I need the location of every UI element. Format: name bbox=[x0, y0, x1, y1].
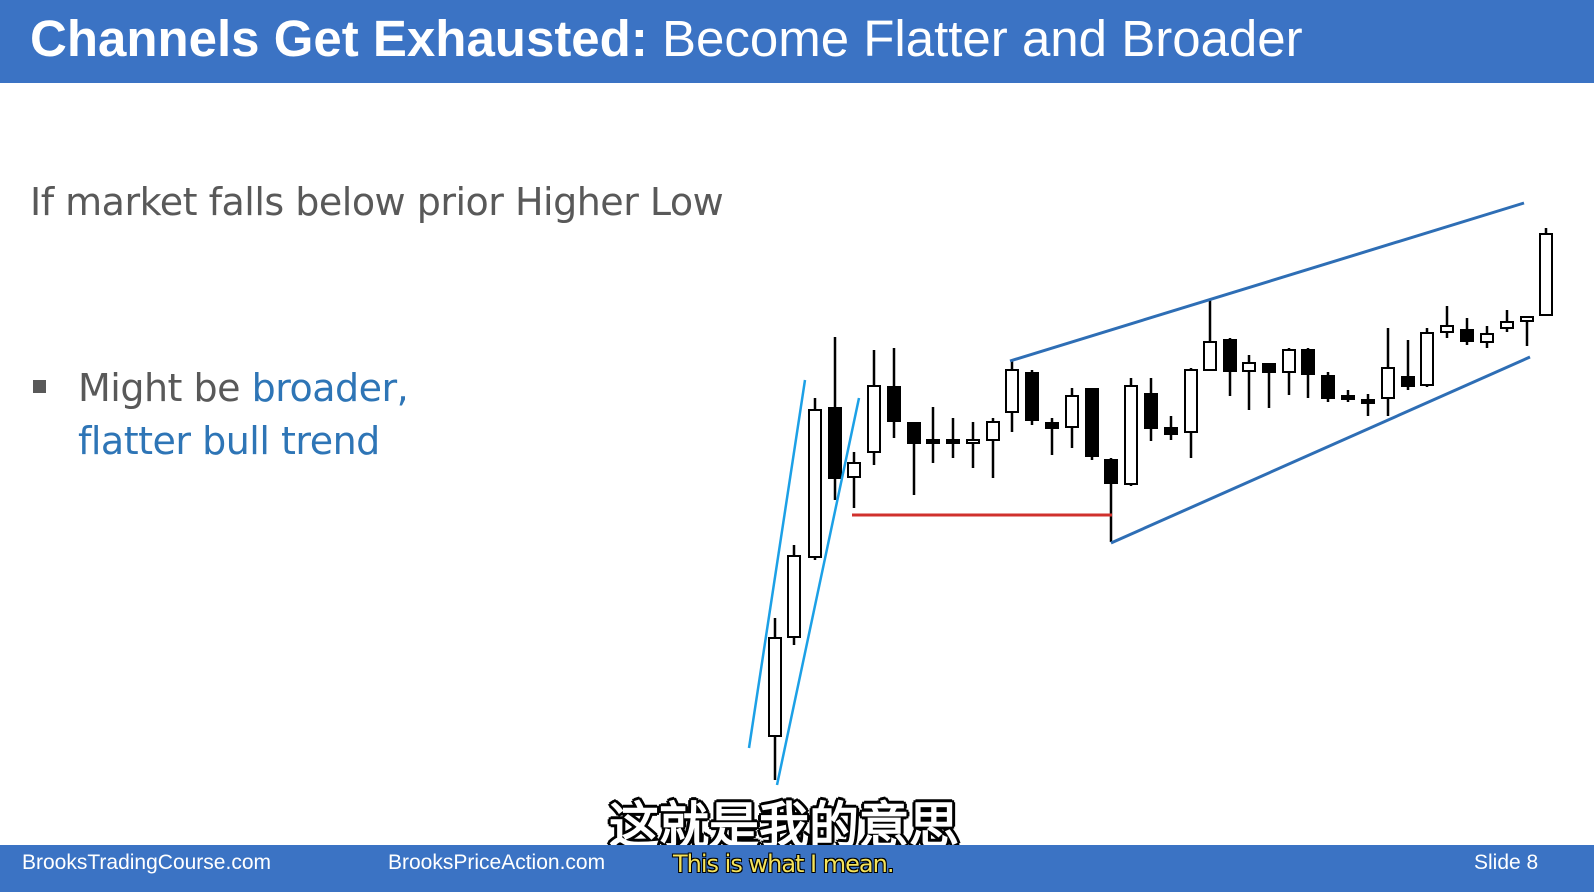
bear-candle-body bbox=[1361, 399, 1375, 404]
bull-candle-body bbox=[1124, 385, 1138, 485]
candles-group bbox=[768, 228, 1553, 780]
bear-candle-body bbox=[1164, 427, 1178, 435]
bullet-square-icon bbox=[33, 380, 46, 393]
title-bar: Channels Get Exhausted: Become Flatter a… bbox=[0, 0, 1594, 83]
bull-candle-body bbox=[1065, 395, 1079, 428]
slide-title-bold: Channels Get Exhausted: bbox=[30, 10, 648, 67]
bullet-accent-line2: flatter bull trend bbox=[78, 419, 380, 463]
bear-candle-body bbox=[1321, 375, 1335, 399]
bull-candle-body bbox=[1480, 333, 1494, 343]
bull-candle-body bbox=[1500, 321, 1514, 329]
bull-candle-body bbox=[1184, 369, 1198, 433]
bear-candle-body bbox=[1045, 422, 1059, 429]
bear-candle-body bbox=[1085, 388, 1099, 457]
bear-candle-body bbox=[1144, 393, 1158, 429]
bullet-text: Might be broader, flatter bull trend bbox=[78, 362, 409, 468]
bull-candle-body bbox=[1539, 233, 1553, 316]
bull-candle-body bbox=[1005, 369, 1019, 413]
footer-bar: BrooksTradingCourse.com BrooksPriceActio… bbox=[0, 845, 1594, 892]
bear-candle-body bbox=[1223, 339, 1237, 372]
bull-candle-body bbox=[1520, 316, 1534, 322]
upper-channel-line bbox=[1009, 201, 1525, 363]
subheading: If market falls below prior Higher Low bbox=[30, 180, 724, 224]
bull-candle-body bbox=[1203, 341, 1217, 371]
bear-candle-body bbox=[1025, 372, 1039, 421]
bear-candle-body bbox=[946, 439, 960, 444]
footer-site-price-action[interactable]: BrooksPriceAction.com bbox=[388, 851, 606, 874]
spike-channel-line-right bbox=[775, 397, 861, 786]
bull-candle-body bbox=[986, 421, 1000, 441]
bullet-plain-text: Might be bbox=[78, 366, 252, 410]
bull-candle-body bbox=[867, 385, 881, 453]
slide-title: Channels Get Exhausted: Become Flatter a… bbox=[30, 8, 1303, 70]
subtitle-english: This is what I mean. bbox=[673, 850, 894, 878]
bull-candle-body bbox=[787, 555, 801, 638]
bear-candle-body bbox=[1460, 329, 1474, 342]
bull-candle-body bbox=[768, 637, 782, 737]
bear-candle-body bbox=[828, 407, 842, 479]
bear-candle-body bbox=[1301, 349, 1315, 375]
bear-candle-body bbox=[1104, 459, 1118, 484]
bull-candle-body bbox=[1440, 325, 1454, 333]
bear-candle-body bbox=[1341, 395, 1355, 400]
bull-candle-body bbox=[847, 462, 861, 478]
bull-candle-body bbox=[808, 409, 822, 558]
bull-candle-body bbox=[1420, 332, 1434, 386]
footer-slide-number: Slide 8 bbox=[1474, 851, 1539, 874]
bull-candle-body bbox=[1242, 362, 1256, 372]
bear-candle-body bbox=[926, 439, 940, 444]
footer-site-trading-course[interactable]: BrooksTradingCourse.com bbox=[22, 851, 271, 874]
bear-candle-body bbox=[887, 386, 901, 422]
bear-candle-body bbox=[907, 422, 921, 444]
bull-candle-body bbox=[966, 439, 980, 444]
spike-channel-line-left bbox=[747, 379, 807, 749]
slide-title-rest: Become Flatter and Broader bbox=[647, 10, 1303, 67]
bullet-accent-line1: broader, bbox=[251, 366, 409, 410]
bear-candle-body bbox=[1262, 363, 1276, 373]
bull-candle-body bbox=[1381, 367, 1395, 399]
bear-candle-body bbox=[1401, 376, 1415, 387]
lower-channel-line bbox=[1110, 355, 1531, 545]
bull-candle-body bbox=[1282, 349, 1296, 373]
